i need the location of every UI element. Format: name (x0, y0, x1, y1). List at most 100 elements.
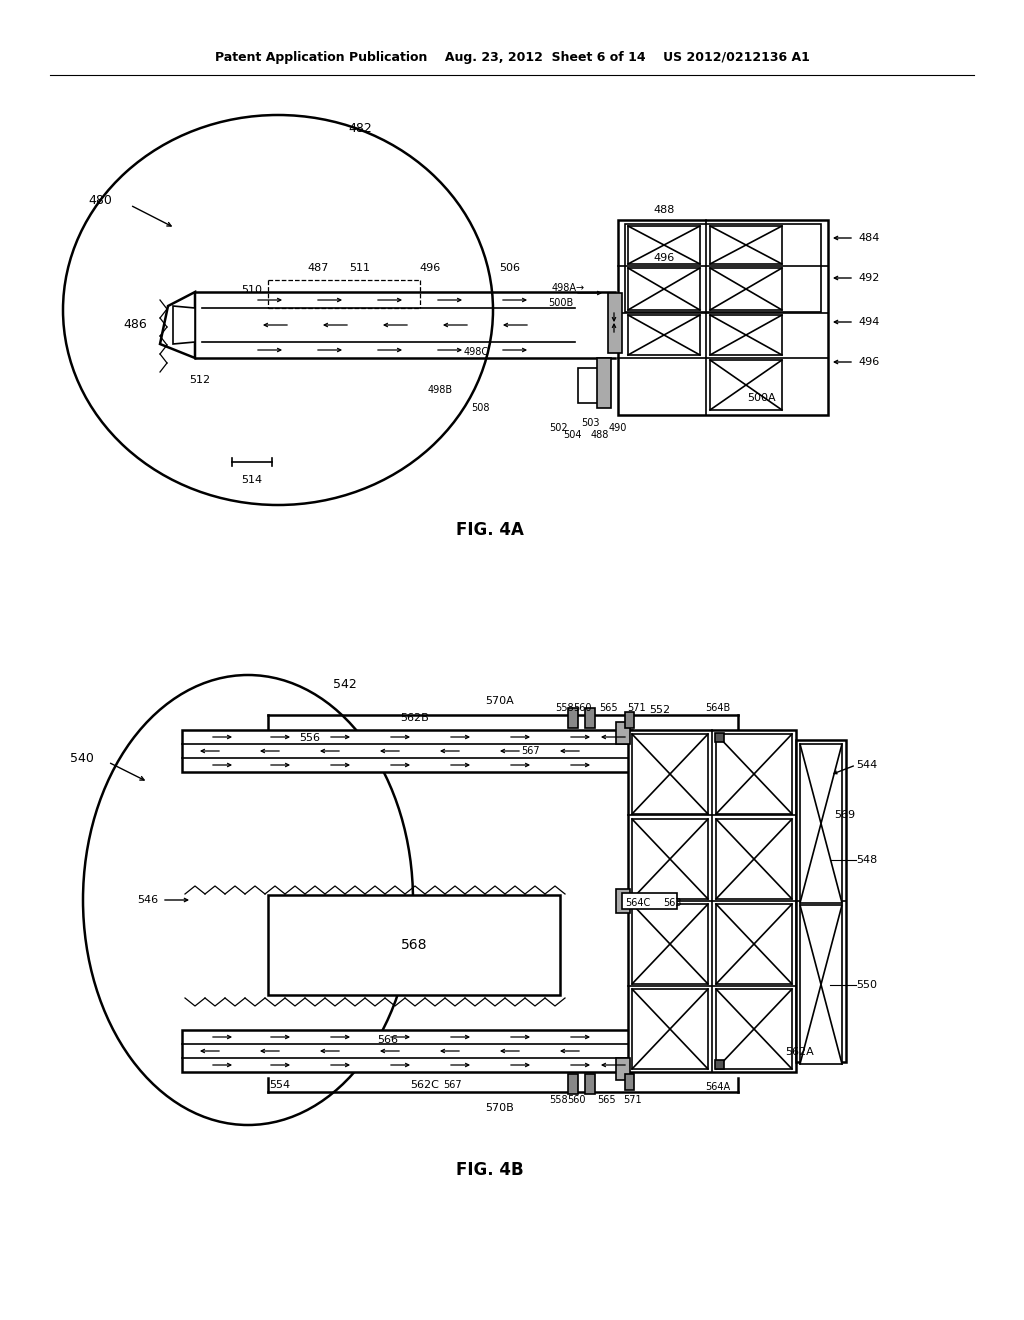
Text: 504: 504 (563, 430, 582, 440)
Bar (182, 1030, 632, 1072)
Text: 494: 494 (858, 317, 880, 327)
Text: 484: 484 (858, 234, 880, 243)
Bar (632, 818, 708, 899)
Text: 550: 550 (856, 979, 877, 990)
Bar (585, 1074, 595, 1094)
Bar (616, 1059, 630, 1080)
Text: 542: 542 (333, 678, 357, 692)
Bar (622, 894, 677, 909)
Bar (628, 730, 796, 1072)
Text: FIG. 4A: FIG. 4A (456, 521, 524, 539)
Bar (568, 708, 578, 729)
Bar (568, 1074, 578, 1094)
Ellipse shape (83, 675, 413, 1125)
Text: 511: 511 (349, 263, 371, 273)
Text: 480: 480 (88, 194, 112, 206)
Bar (710, 315, 782, 355)
Text: 560: 560 (572, 704, 591, 713)
Text: 486: 486 (123, 318, 147, 331)
Text: 498A→: 498A→ (552, 282, 585, 293)
Text: 490: 490 (609, 422, 627, 433)
Text: 554: 554 (269, 1080, 291, 1090)
Text: 564C: 564C (626, 898, 650, 908)
Text: 565: 565 (597, 1096, 615, 1105)
Text: 562A: 562A (785, 1047, 814, 1057)
Bar (632, 904, 708, 983)
Text: 540: 540 (70, 751, 94, 764)
Text: 498C: 498C (464, 347, 488, 356)
Bar (616, 722, 630, 744)
Bar (628, 315, 700, 355)
Text: 508: 508 (471, 403, 489, 413)
Text: 569: 569 (835, 810, 856, 820)
Bar (632, 734, 708, 814)
Text: 567: 567 (442, 1080, 462, 1090)
Bar (710, 360, 782, 411)
Bar (628, 268, 700, 310)
Text: 562B: 562B (400, 713, 429, 723)
Bar (800, 744, 842, 903)
Text: 560: 560 (566, 1096, 586, 1105)
Text: 512: 512 (189, 375, 211, 385)
Text: 498B: 498B (427, 385, 453, 395)
Text: 500A: 500A (748, 393, 776, 403)
Bar (597, 358, 611, 408)
Text: 488: 488 (653, 205, 675, 215)
Bar (625, 224, 821, 312)
Text: 552: 552 (649, 705, 671, 715)
Text: 496: 496 (653, 253, 675, 263)
Bar (716, 734, 792, 814)
Text: 558: 558 (549, 1096, 567, 1105)
Bar (632, 989, 708, 1069)
Bar (716, 904, 792, 983)
Bar (608, 293, 622, 352)
Bar (618, 220, 828, 414)
Text: 514: 514 (242, 475, 262, 484)
Text: 487: 487 (307, 263, 329, 273)
Text: 502: 502 (549, 422, 567, 433)
Bar (715, 1060, 724, 1069)
Bar (710, 226, 782, 264)
Bar (625, 1074, 634, 1090)
Text: 570A: 570A (485, 696, 514, 706)
Polygon shape (173, 306, 195, 345)
Text: 563: 563 (663, 898, 681, 908)
Bar (628, 226, 700, 264)
Text: 496: 496 (858, 356, 880, 367)
Bar (585, 708, 595, 729)
Ellipse shape (63, 115, 493, 506)
Text: 571: 571 (627, 704, 645, 713)
Text: 546: 546 (137, 895, 158, 906)
Text: 571: 571 (623, 1096, 641, 1105)
Text: 503: 503 (581, 418, 599, 428)
Bar (616, 888, 630, 913)
Text: 506: 506 (500, 263, 520, 273)
Text: 570B: 570B (485, 1104, 514, 1113)
Bar (796, 741, 846, 1063)
Text: 564B: 564B (706, 704, 731, 713)
Text: 558: 558 (555, 704, 573, 713)
Text: 510: 510 (242, 285, 262, 294)
Text: 544: 544 (856, 760, 878, 770)
Polygon shape (160, 292, 195, 358)
Bar (715, 733, 724, 742)
Bar (625, 711, 634, 729)
Text: Patent Application Publication    Aug. 23, 2012  Sheet 6 of 14    US 2012/021213: Patent Application Publication Aug. 23, … (215, 50, 809, 63)
Text: 565: 565 (599, 704, 617, 713)
Bar (268, 895, 560, 995)
Text: 496: 496 (420, 263, 440, 273)
Text: 568: 568 (400, 939, 427, 952)
Text: 500B: 500B (548, 298, 573, 308)
Bar (800, 906, 842, 1064)
Text: FIG. 4B: FIG. 4B (456, 1162, 524, 1179)
Bar (710, 268, 782, 310)
Text: 567: 567 (520, 746, 540, 756)
Text: 488: 488 (591, 430, 609, 440)
Bar (716, 989, 792, 1069)
Bar (578, 368, 600, 403)
Text: 482: 482 (348, 121, 372, 135)
Text: 556: 556 (299, 733, 321, 743)
Bar (716, 818, 792, 899)
Text: 564A: 564A (706, 1082, 730, 1092)
Text: 548: 548 (856, 855, 878, 865)
